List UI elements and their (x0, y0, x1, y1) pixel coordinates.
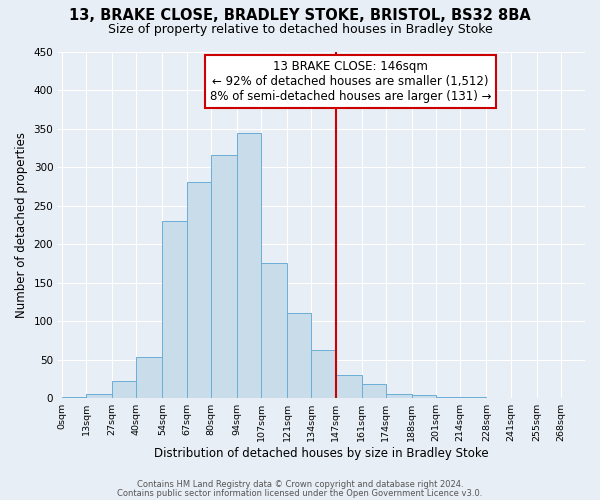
Bar (386, 394, 412, 398)
Bar (335, 375, 362, 398)
Y-axis label: Number of detached properties: Number of detached properties (15, 132, 28, 318)
Bar (86, 394, 112, 398)
Bar (412, 395, 436, 398)
Bar (112, 382, 136, 398)
Bar (136, 356, 163, 398)
Bar (211, 154, 237, 398)
Bar (311, 350, 335, 398)
Bar (237, 133, 261, 398)
Text: 13, BRAKE CLOSE, BRADLEY STOKE, BRISTOL, BS32 8BA: 13, BRAKE CLOSE, BRADLEY STOKE, BRISTOL,… (69, 8, 531, 22)
Bar (362, 384, 386, 398)
Bar (62, 396, 86, 398)
Bar (187, 182, 211, 398)
Bar (163, 221, 187, 398)
Text: Contains HM Land Registry data © Crown copyright and database right 2024.: Contains HM Land Registry data © Crown c… (137, 480, 463, 489)
Text: Size of property relative to detached houses in Bradley Stoke: Size of property relative to detached ho… (107, 22, 493, 36)
Bar (261, 262, 287, 398)
Bar (436, 396, 460, 398)
Bar (287, 314, 311, 398)
Text: 13 BRAKE CLOSE: 146sqm
← 92% of detached houses are smaller (1,512)
8% of semi-d: 13 BRAKE CLOSE: 146sqm ← 92% of detached… (210, 60, 491, 103)
Text: Contains public sector information licensed under the Open Government Licence v3: Contains public sector information licen… (118, 488, 482, 498)
X-axis label: Distribution of detached houses by size in Bradley Stoke: Distribution of detached houses by size … (154, 447, 489, 460)
